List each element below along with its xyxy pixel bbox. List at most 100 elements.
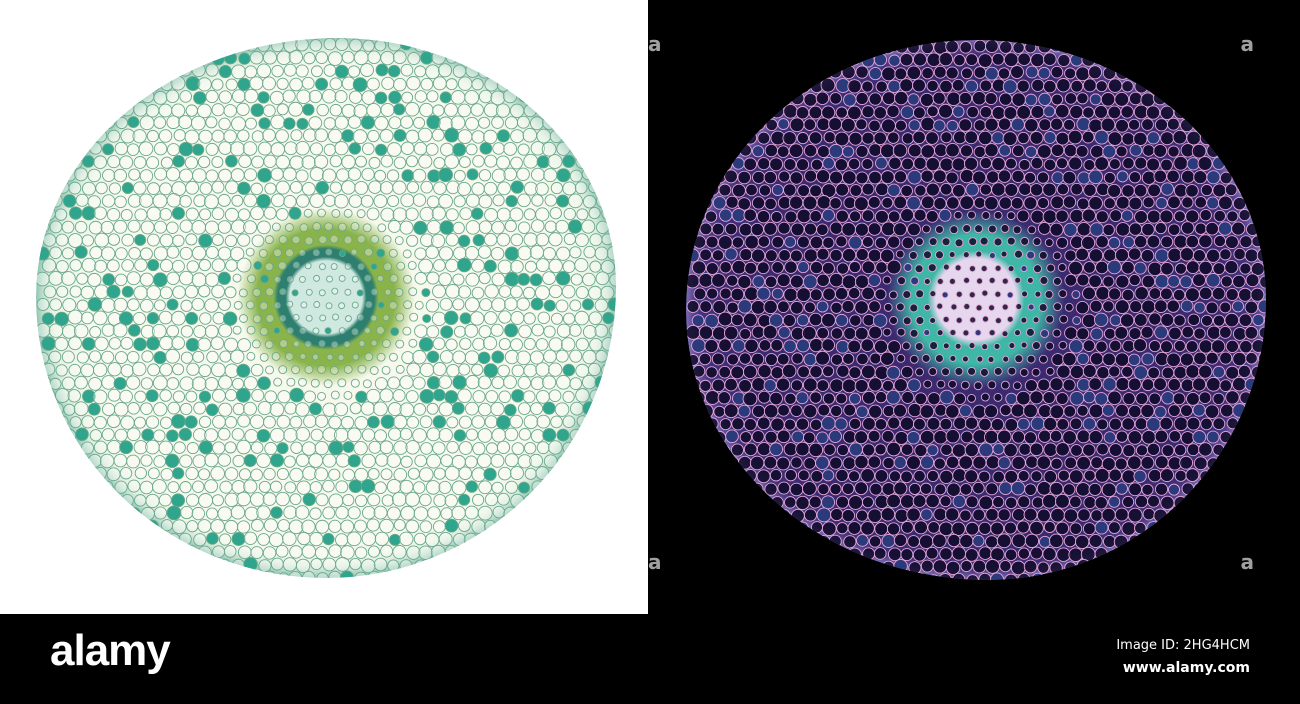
- cell: [882, 560, 895, 574]
- cell: [1206, 92, 1221, 108]
- cell: [160, 467, 174, 481]
- cell: [403, 300, 413, 310]
- cell: [510, 311, 525, 325]
- cell: [843, 326, 857, 341]
- cell: [742, 364, 758, 380]
- cell: [322, 506, 336, 520]
- cell: [556, 38, 570, 51]
- cell: [498, 285, 512, 298]
- cell: [575, 103, 588, 116]
- cell: [588, 285, 603, 300]
- cell: [1074, 534, 1090, 549]
- cell: [374, 169, 387, 182]
- cell: [151, 479, 167, 494]
- cell: [349, 38, 363, 52]
- cell: [777, 221, 791, 235]
- cell: [379, 388, 394, 403]
- cell: [829, 221, 843, 235]
- cell: [1146, 131, 1160, 145]
- cell: [712, 560, 725, 573]
- cell: [444, 154, 460, 169]
- cell: [478, 532, 491, 545]
- cell: [1180, 66, 1194, 80]
- cell: [127, 559, 141, 573]
- cell: [1004, 417, 1019, 432]
- cell: [582, 116, 596, 130]
- cell: [932, 169, 947, 184]
- cell: [822, 392, 836, 405]
- cell: [1148, 340, 1161, 353]
- cell: [959, 534, 974, 549]
- cell: [731, 208, 746, 223]
- cell: [843, 535, 857, 549]
- cell: [1108, 52, 1123, 68]
- cell: [212, 571, 226, 578]
- cell: [88, 506, 102, 521]
- cell: [95, 104, 108, 117]
- cell: [1161, 53, 1173, 66]
- cell: [42, 493, 56, 508]
- cell: [106, 440, 122, 455]
- cell: [1173, 78, 1188, 93]
- cell: [185, 311, 199, 325]
- cell: [895, 302, 905, 312]
- cell: [153, 220, 167, 234]
- cell: [431, 311, 447, 327]
- cell: [381, 76, 395, 90]
- cell: [1023, 507, 1038, 522]
- cell: [471, 258, 485, 273]
- cell: [453, 429, 467, 442]
- cell: [366, 103, 382, 118]
- cell: [860, 468, 875, 483]
- cell: [1232, 326, 1247, 341]
- cell: [548, 284, 563, 299]
- cell: [383, 262, 393, 272]
- alamy-logo[interactable]: alamy: [50, 626, 171, 675]
- cell: [48, 141, 63, 156]
- website-link[interactable]: www.alamy.com: [1122, 660, 1250, 676]
- cell: [167, 533, 181, 547]
- cell: [749, 455, 765, 471]
- cell: [74, 38, 89, 52]
- cell: [302, 466, 317, 481]
- cell: [309, 166, 325, 182]
- cell: [265, 365, 274, 375]
- cell: [134, 494, 147, 507]
- cell: [1072, 316, 1082, 325]
- cell: [936, 302, 944, 310]
- cell: [1044, 574, 1057, 580]
- cell: [593, 402, 609, 418]
- cell: [290, 129, 303, 142]
- cell: [147, 545, 161, 559]
- cell: [1109, 339, 1122, 352]
- cell: [796, 287, 812, 303]
- cell: [535, 466, 550, 480]
- cell: [737, 170, 751, 185]
- cell: [804, 561, 817, 575]
- cell: [1140, 248, 1155, 263]
- cell: [1181, 325, 1195, 339]
- cell: [121, 518, 135, 532]
- cell: [1122, 392, 1136, 406]
- cell: [114, 532, 127, 545]
- cell: [438, 272, 452, 286]
- cell: [1259, 222, 1266, 235]
- cell: [56, 285, 69, 298]
- cell: [100, 220, 114, 235]
- cell: [310, 378, 320, 388]
- cell: [1016, 520, 1030, 534]
- cell: [776, 352, 790, 366]
- cell: [751, 352, 765, 366]
- cell: [1026, 250, 1036, 260]
- cell: [530, 141, 545, 156]
- cell: [952, 105, 965, 118]
- cell: [459, 337, 472, 350]
- cell: [1083, 496, 1097, 510]
- cell: [309, 142, 323, 156]
- cell: [985, 558, 1000, 574]
- cell: [465, 63, 481, 78]
- cell: [329, 365, 339, 375]
- cell: [738, 378, 752, 393]
- cell: [377, 301, 385, 309]
- cell: [854, 454, 869, 470]
